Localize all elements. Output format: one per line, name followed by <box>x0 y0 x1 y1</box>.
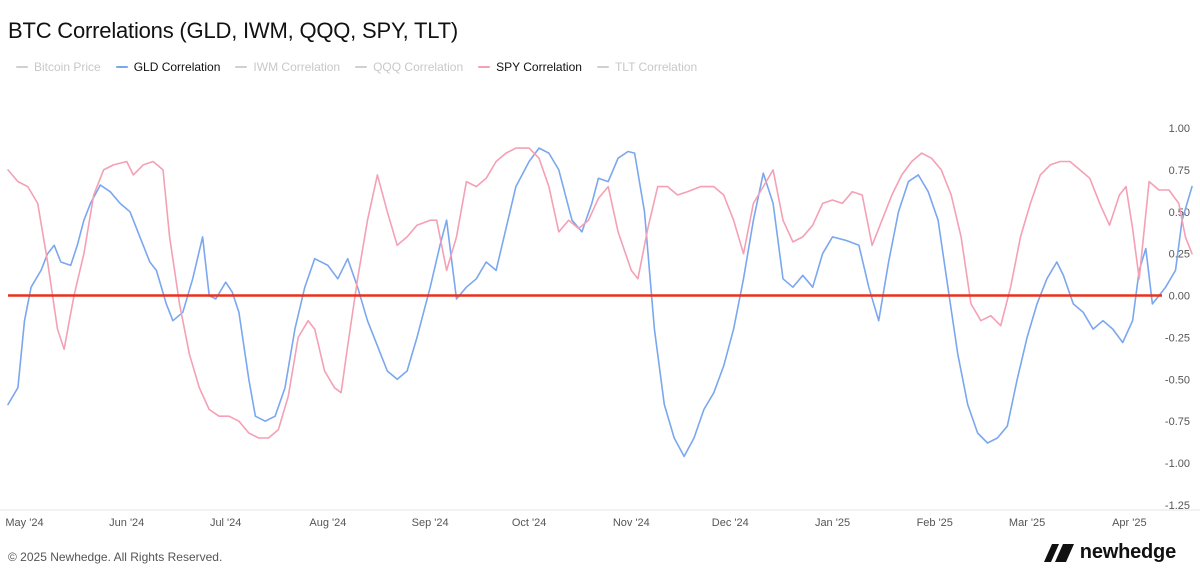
legend-label: QQQ Correlation <box>373 60 464 74</box>
x-tick-label: Jun '24 <box>109 517 144 529</box>
legend-swatch <box>16 66 28 68</box>
chart-title: BTC Correlations (GLD, IWM, QQQ, SPY, TL… <box>8 18 459 43</box>
x-tick-label: Dec '24 <box>712 517 749 529</box>
y-tick-label: 0.75 <box>1169 165 1190 177</box>
y-tick-label: 0.00 <box>1169 291 1190 303</box>
x-axis: May '24 Jun '24 Jul '24 Aug '24 Sep '24 Oct '… <box>0 509 1200 529</box>
x-tick-label: Mar '25 <box>1009 517 1045 529</box>
legend-item-tlt-correlation[interactable]: TLT Correlation <box>596 60 698 74</box>
series-lines <box>7 147 1193 458</box>
legend-item-bitcoin-price[interactable]: Bitcoin Price <box>16 60 101 74</box>
y-tick-label: -1.00 <box>1165 458 1190 470</box>
legend-label: IWM Correlation <box>253 60 341 74</box>
legend-item-gld-correlation[interactable]: GLD Correlation <box>115 60 221 74</box>
y-tick-label: -0.50 <box>1165 374 1190 386</box>
y-tick-label: -0.75 <box>1165 416 1190 428</box>
x-tick-label: Sep '24 <box>412 517 449 529</box>
x-tick-label: May '24 <box>5 517 43 529</box>
chart-legend: Bitcoin Price GLD Correlation IWM Correl… <box>16 60 712 74</box>
x-tick-label: Oct '24 <box>512 517 547 529</box>
series-line-spy-correlation[interactable] <box>7 147 1193 439</box>
y-tick-label: -0.25 <box>1165 332 1190 344</box>
legend-label: TLT Correlation <box>614 60 698 74</box>
legend-item-spy-correlation[interactable]: SPY Correlation <box>478 60 582 74</box>
y-axis: 1.000.750.500.250.00-0.25-0.50-0.75-1.00… <box>1165 123 1190 512</box>
x-tick-label: Nov '24 <box>613 517 650 529</box>
legend-swatch <box>596 66 609 68</box>
y-tick-label: 0.25 <box>1169 249 1190 261</box>
correlation-line-chart[interactable]: 1.000.750.500.250.00-0.25-0.50-0.75-1.00… <box>0 0 1200 540</box>
x-tick-label: Apr '25 <box>1112 517 1147 529</box>
legend-label: SPY Correlation <box>496 60 582 74</box>
legend-item-iwm-correlation[interactable]: IWM Correlation <box>235 60 340 74</box>
legend-swatch <box>115 66 128 68</box>
brand-name: newhedge <box>1079 541 1176 563</box>
newhedge-logo-icon <box>1043 543 1074 562</box>
x-tick-label: Jan '25 <box>815 517 850 529</box>
brand-logo[interactable]: newhedge <box>1043 541 1176 564</box>
y-tick-label: -1.25 <box>1165 500 1190 512</box>
x-tick-label: Jul '24 <box>210 517 241 529</box>
x-tick-label: Feb '25 <box>917 517 953 529</box>
copyright-notice: © 2025 Newhedge. All Rights Reserved. <box>8 550 223 564</box>
legend-swatch <box>478 66 491 68</box>
legend-swatch <box>355 66 368 68</box>
legend-swatch <box>235 66 248 68</box>
legend-label: Bitcoin Price <box>34 60 101 74</box>
y-tick-label: 1.00 <box>1169 123 1190 135</box>
series-line-gld-correlation[interactable] <box>7 147 1193 458</box>
legend-label: GLD Correlation <box>133 60 221 74</box>
legend-item-qqq-correlation[interactable]: QQQ Correlation <box>355 60 463 74</box>
x-tick-label: Aug '24 <box>309 517 346 529</box>
